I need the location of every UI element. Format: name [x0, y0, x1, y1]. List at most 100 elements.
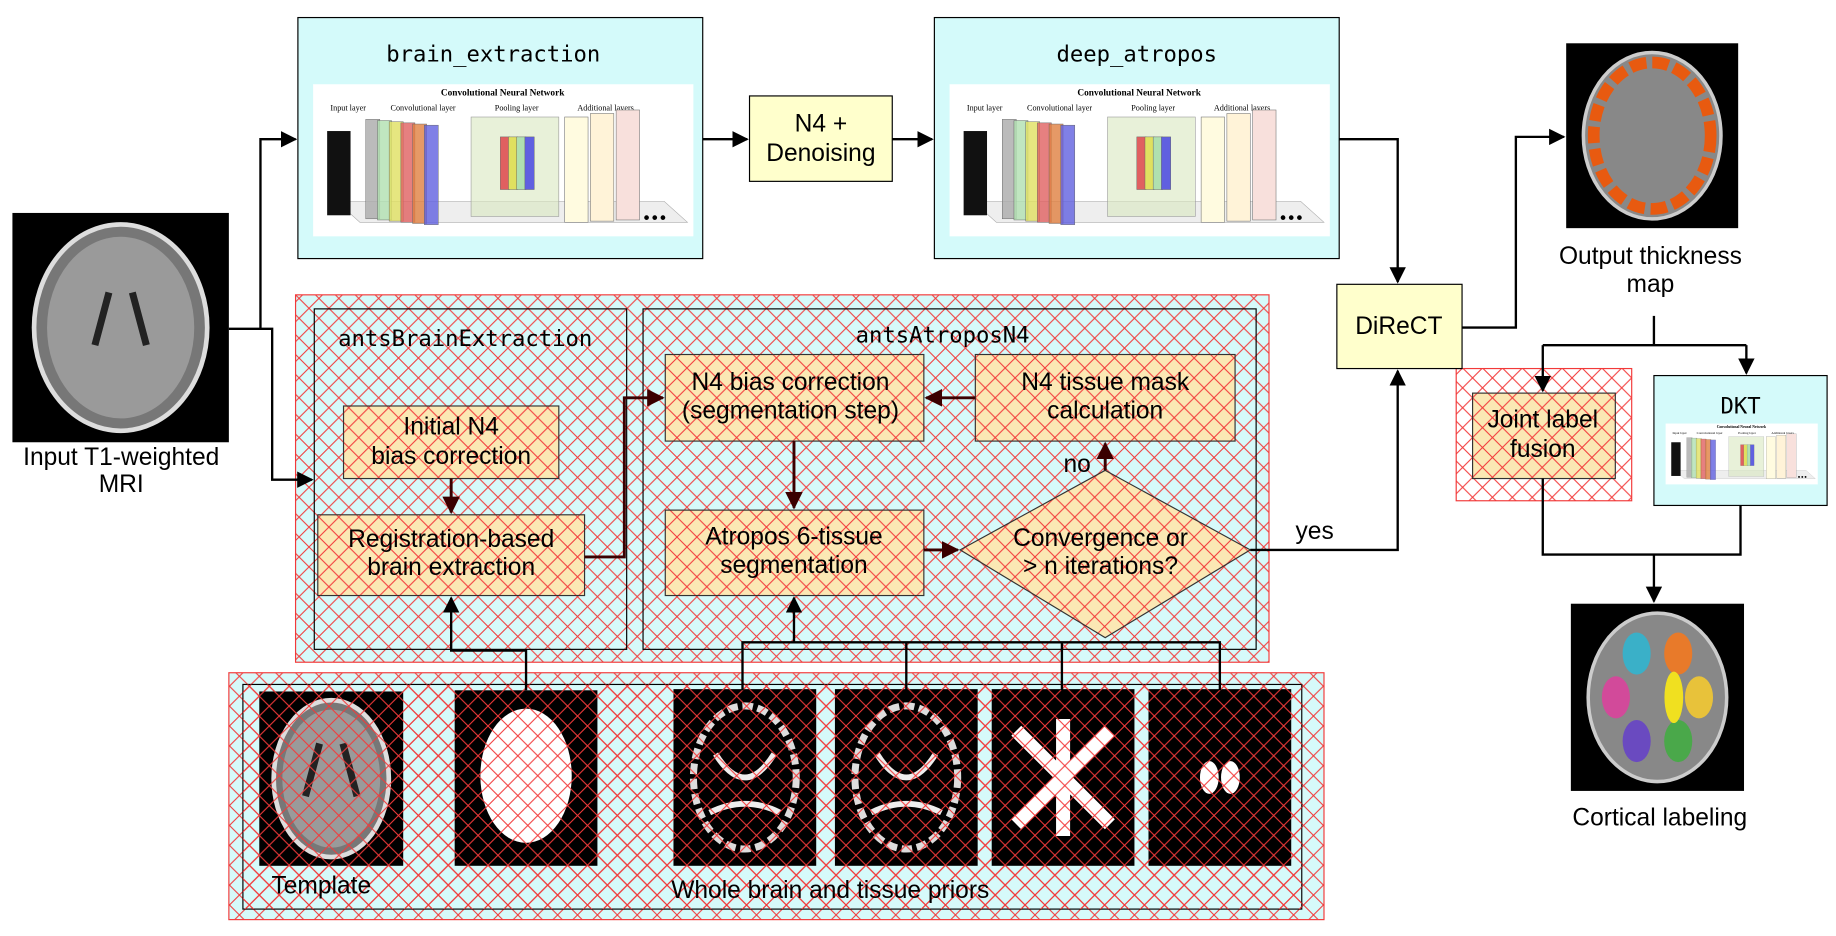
ants-atropos-n4-title: antsAtroposN4 — [856, 322, 1030, 348]
step-label: Atropos 6-tissue — [705, 524, 882, 551]
cnn-dense — [1226, 113, 1251, 222]
dkt-title: DKT — [1720, 394, 1760, 420]
label-region — [1684, 676, 1714, 719]
cnn-title: Convolutional Neural Network — [441, 89, 565, 99]
cnn-dense — [1766, 436, 1776, 479]
cnn-layer-label: Input layer — [1673, 431, 1688, 435]
joint-label-fusion-box — [1471, 392, 1616, 480]
cnn-layer-label: Additional layers — [577, 104, 634, 113]
step-box — [317, 514, 586, 597]
arrow — [1462, 128, 1566, 329]
arrow — [741, 641, 1222, 691]
step-label: N4 bias correction — [691, 369, 889, 396]
cnn-layer-label: Convolutional layer — [391, 104, 456, 113]
arrow — [1339, 138, 1406, 284]
joint-label-fusion-label: Joint label — [1487, 407, 1598, 434]
cnn-layer-label: Convolutional layer — [1027, 104, 1092, 113]
direct-label: DiReCT — [1355, 313, 1442, 340]
cnn-slab — [1161, 136, 1171, 190]
cnn-dense — [1776, 435, 1787, 479]
hatch-overlay — [242, 684, 1302, 910]
step-label: calculation — [1047, 397, 1163, 424]
label-region — [1622, 720, 1651, 763]
cnn-title: Convolutional Neural Network — [1077, 89, 1201, 99]
cnn-ellipsis — [660, 215, 666, 220]
cnn-slab — [1152, 136, 1163, 190]
cnn-ellipsis — [1804, 475, 1807, 478]
yes-label: yes — [1296, 518, 1334, 545]
cnn-slab — [1060, 124, 1076, 225]
arrow — [260, 327, 314, 488]
input-image — [12, 212, 229, 443]
priors-caption: Whole brain and tissue priors — [671, 877, 989, 904]
input-label: Input T1-weighted — [23, 444, 219, 471]
step-label: N4 tissue mask — [1021, 369, 1190, 396]
ants-brain-extraction-title: antsBrainExtraction — [338, 326, 592, 352]
arrow — [1541, 478, 1742, 556]
label-region — [1601, 676, 1630, 719]
ventricles — [91, 291, 150, 347]
cnn-title: Convolutional Neural Network — [1717, 425, 1767, 429]
cnn-ellipsis — [1297, 215, 1302, 220]
step-label: brain extraction — [367, 554, 535, 581]
label-region — [1622, 632, 1651, 675]
n4-denoising-box — [748, 95, 893, 182]
cnn-ellipsis — [1280, 215, 1286, 220]
arrow — [1250, 369, 1406, 552]
cnn-ellipsis — [644, 215, 649, 220]
cnn-dense — [1200, 116, 1225, 223]
cnn-slab — [1750, 444, 1755, 466]
cnn-slab — [1144, 136, 1155, 190]
brain-tissue — [1581, 50, 1723, 221]
cnn-slab — [1746, 444, 1751, 466]
no-label: no — [1063, 451, 1090, 478]
cnn-input — [963, 131, 988, 216]
step-box — [974, 353, 1236, 442]
cnn-dense — [564, 116, 589, 223]
n4-denoising-label: Denoising — [766, 140, 875, 167]
thickness-ring — [1587, 56, 1717, 215]
output-label: Output thickness — [1559, 243, 1742, 270]
arrow — [584, 389, 665, 559]
cnn-layer-label: Pooling layer — [1738, 431, 1756, 435]
cnn-layer-label: Input layer — [967, 104, 1003, 113]
cnn-dense — [615, 109, 640, 221]
decision-label: Convergence or — [1013, 525, 1188, 552]
cnn-slab — [424, 124, 439, 225]
cnn-figure: Convolutional Neural Network Input layer C… — [313, 84, 694, 237]
cortical-labeling-label: Cortical labeling — [1572, 804, 1747, 831]
cnn-ellipsis — [652, 215, 658, 220]
step-label: Registration-based — [348, 526, 554, 553]
cnn-layer-label: Additional layers — [1214, 104, 1271, 113]
direct-box — [1336, 283, 1463, 370]
cnn-slab — [508, 136, 519, 190]
cnn-figure: Convolutional Neural Network Input layer C… — [1665, 423, 1818, 485]
label-region — [1664, 720, 1693, 763]
step-label: (segmentation step) — [682, 397, 899, 424]
step-box — [664, 509, 925, 597]
cnn-ellipsis — [1798, 475, 1800, 478]
label-region — [1664, 632, 1693, 675]
cnn-layer-label: Additional layers — [1771, 431, 1794, 435]
input-label: MRI — [99, 471, 144, 498]
cnn-layer-label: Convolutional layer — [1697, 431, 1724, 435]
cnn-layer-label: Input layer — [330, 104, 366, 113]
step-box — [342, 405, 560, 480]
cnn-input — [327, 131, 351, 216]
cnn-slab — [1136, 136, 1147, 190]
brain-extraction-title: brain_extraction — [386, 41, 600, 67]
joint-label-fusion-label: fusion — [1510, 436, 1576, 463]
cnn-ellipsis — [1801, 475, 1804, 478]
cnn-slab — [1709, 439, 1716, 480]
step-label: segmentation — [720, 552, 867, 579]
cortical-labeling-image — [1570, 603, 1745, 791]
decision-label: > n iterations? — [1023, 553, 1178, 580]
cnn-ellipsis — [1288, 215, 1294, 220]
label-region — [1664, 671, 1684, 724]
cnn-slab — [524, 136, 535, 190]
cnn-input — [1671, 442, 1681, 476]
cnn-slab — [516, 136, 527, 190]
n4-denoising-label: N4 + — [795, 111, 848, 138]
